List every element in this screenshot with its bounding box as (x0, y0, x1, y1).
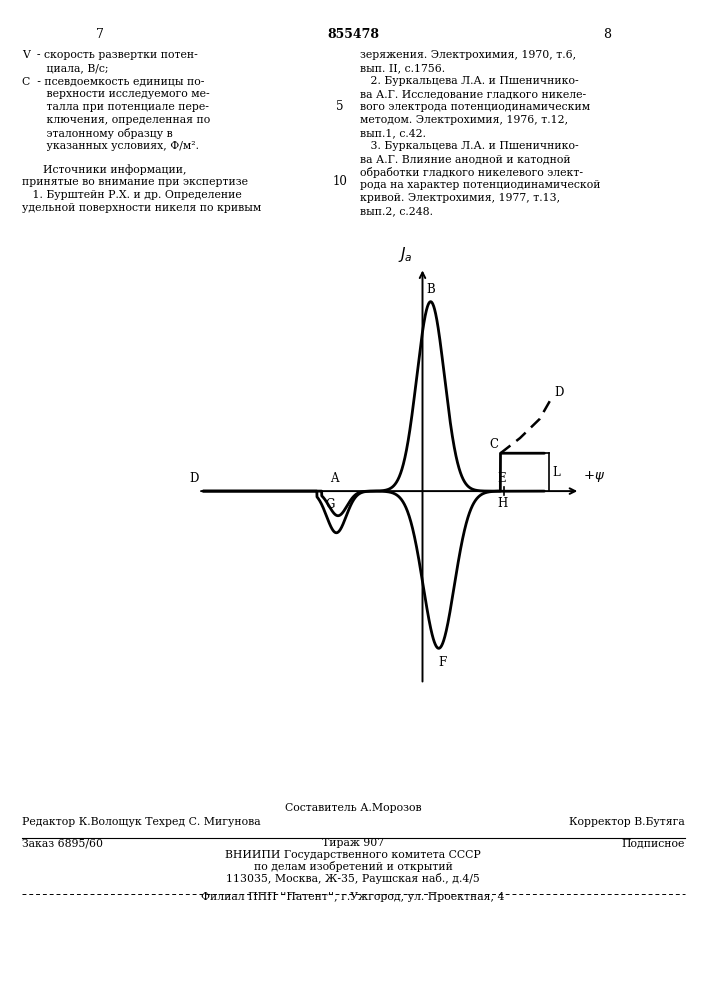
Text: верхности исследуемого ме-: верхности исследуемого ме- (22, 89, 209, 99)
Text: 2. Буркальцева Л.А. и Пшеничнико-: 2. Буркальцева Л.А. и Пшеничнико- (360, 76, 578, 86)
Text: указанных условиях, Ф/м².: указанных условиях, Ф/м². (22, 141, 199, 151)
Text: $J_a$: $J_a$ (398, 245, 413, 264)
Text: D: D (554, 386, 563, 399)
Text: зеряжения. Электрохимия, 1970, т.6,: зеряжения. Электрохимия, 1970, т.6, (360, 50, 576, 60)
Text: вып. II, с.1756.: вып. II, с.1756. (360, 63, 445, 73)
Text: вып.1, с.42.: вып.1, с.42. (360, 128, 426, 138)
Text: обработки гладкого никелевого элект-: обработки гладкого никелевого элект- (360, 167, 583, 178)
Text: 1. Бурштейн Р.Х. и др. Определение: 1. Бурштейн Р.Х. и др. Определение (22, 190, 242, 200)
Text: Тираж 907: Тираж 907 (322, 838, 384, 848)
Text: ва А.Г. Влияние анодной и катодной: ва А.Г. Влияние анодной и катодной (360, 154, 571, 164)
Text: вып.2, с.248.: вып.2, с.248. (360, 206, 433, 216)
Text: методом. Электрохимия, 1976, т.12,: методом. Электрохимия, 1976, т.12, (360, 115, 568, 125)
Text: ключения, определенная по: ключения, определенная по (22, 115, 210, 125)
Text: H: H (497, 497, 507, 510)
Text: L: L (552, 466, 560, 479)
Text: вого электрода потенциодинамическим: вого электрода потенциодинамическим (360, 102, 590, 112)
Text: F: F (438, 656, 446, 669)
Text: 113035, Москва, Ж-35, Раушская наб., д.4/5: 113035, Москва, Ж-35, Раушская наб., д.4… (226, 873, 480, 884)
Text: ва А.Г. Исследование гладкого никеле-: ва А.Г. Исследование гладкого никеле- (360, 89, 586, 99)
Text: ВНИИПИ Государственного комитета СССР: ВНИИПИ Государственного комитета СССР (225, 850, 481, 860)
Text: Корректор В.Бутяга: Корректор В.Бутяга (569, 817, 685, 827)
Text: эталонному образцу в: эталонному образцу в (22, 128, 173, 139)
Text: A: A (330, 472, 339, 485)
Text: рода на характер потенциодинамической: рода на характер потенциодинамической (360, 180, 600, 190)
Text: 10: 10 (332, 175, 347, 188)
Text: 8: 8 (603, 28, 611, 41)
Text: 5: 5 (337, 100, 344, 113)
Text: V  - скорость развертки потен-: V - скорость развертки потен- (22, 50, 198, 60)
Text: Составитель А.Морозов: Составитель А.Морозов (285, 803, 421, 813)
Text: Подписное: Подписное (621, 838, 685, 848)
Text: Источники информации,: Источники информации, (22, 164, 187, 175)
Text: удельной поверхности никеля по кривым: удельной поверхности никеля по кривым (22, 203, 262, 213)
Text: С  - псевдоемкость единицы по-: С - псевдоемкость единицы по- (22, 76, 204, 86)
Text: Редактор К.Волощук Техред С. Мигунова: Редактор К.Волощук Техред С. Мигунова (22, 817, 261, 827)
Text: принятые во внимание при экспертизе: принятые во внимание при экспертизе (22, 177, 248, 187)
Text: Филиал ППП ''Патент'', г.Ужгород, ул. Проектная, 4: Филиал ППП ''Патент'', г.Ужгород, ул. Пр… (201, 892, 505, 902)
Text: D: D (189, 472, 198, 485)
Text: Заказ 6895/60: Заказ 6895/60 (22, 838, 103, 848)
Text: 3. Буркальцева Л.А. и Пшеничнико-: 3. Буркальцева Л.А. и Пшеничнико- (360, 141, 578, 151)
Text: 7: 7 (96, 28, 104, 41)
Text: кривой. Электрохимия, 1977, т.13,: кривой. Электрохимия, 1977, т.13, (360, 193, 560, 203)
Text: талла при потенциале пере-: талла при потенциале пере- (22, 102, 209, 112)
Text: по делам изобретений и открытий: по делам изобретений и открытий (254, 861, 452, 872)
Text: B: B (426, 283, 435, 296)
Text: циала, В/с;: циала, В/с; (22, 63, 108, 73)
Text: C: C (490, 438, 499, 451)
Text: E: E (498, 472, 506, 485)
Text: $+\psi$: $+\psi$ (583, 469, 605, 484)
Text: 855478: 855478 (327, 28, 379, 41)
Text: G: G (325, 498, 334, 511)
